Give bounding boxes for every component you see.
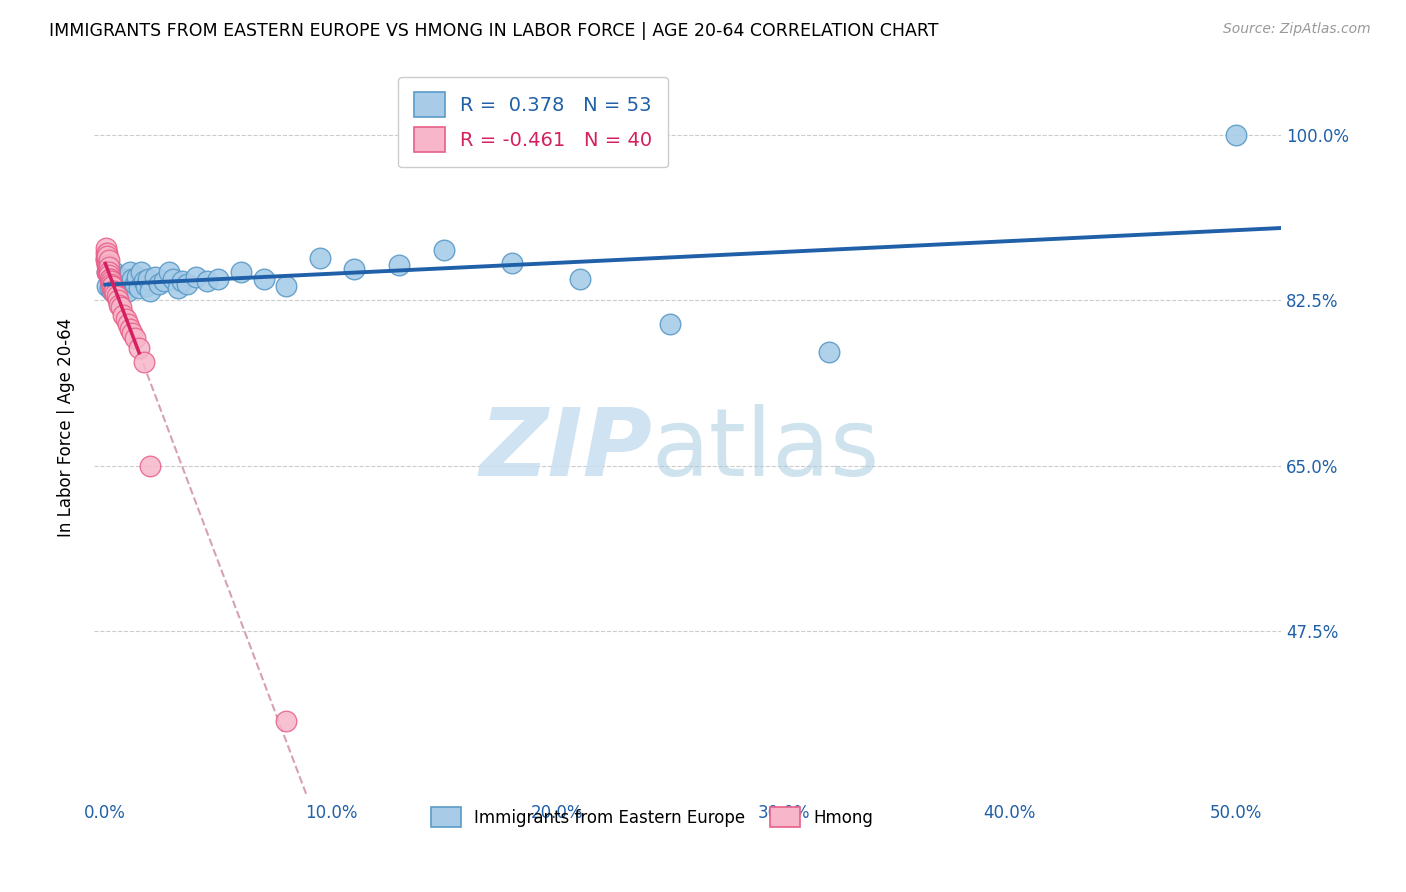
Point: [162, 271, 184, 285]
Point: [124, 331, 146, 345]
Point: [1225, 128, 1247, 142]
Point: [98, 268, 121, 282]
Point: [195, 275, 218, 289]
Y-axis label: In Labor Force | Age 20-64: In Labor Force | Age 20-64: [58, 318, 75, 537]
Point: [110, 275, 132, 289]
Point: [100, 275, 122, 289]
Point: [114, 281, 136, 295]
Point: [274, 714, 297, 728]
Point: [94, 242, 117, 256]
Point: [96, 265, 118, 279]
Point: [103, 284, 125, 298]
Legend: Immigrants from Eastern Europe, Hmong: Immigrants from Eastern Europe, Hmong: [422, 798, 882, 836]
Point: [112, 271, 135, 285]
Point: [107, 269, 129, 284]
Point: [98, 271, 121, 285]
Point: [157, 265, 180, 279]
Point: [96, 246, 118, 260]
Point: [96, 259, 118, 273]
Point: [817, 345, 839, 359]
Point: [96, 252, 118, 267]
Point: [114, 312, 136, 326]
Point: [96, 265, 118, 279]
Point: [121, 326, 143, 341]
Point: [135, 279, 157, 293]
Point: [120, 265, 142, 279]
Point: [98, 281, 121, 295]
Point: [128, 281, 150, 295]
Point: [101, 268, 124, 282]
Point: [104, 286, 127, 301]
Point: [110, 300, 132, 314]
Point: [100, 279, 122, 293]
Point: [153, 275, 176, 289]
Point: [143, 269, 166, 284]
Point: [94, 251, 117, 265]
Point: [96, 249, 118, 263]
Point: [274, 279, 297, 293]
Point: [105, 284, 128, 298]
Point: [148, 277, 170, 292]
Point: [98, 265, 121, 279]
Point: [97, 260, 120, 275]
Point: [120, 321, 142, 335]
Point: [97, 262, 120, 277]
Point: [388, 259, 411, 273]
Point: [94, 246, 117, 260]
Point: [105, 271, 128, 285]
Point: [97, 259, 120, 273]
Point: [659, 317, 682, 331]
Point: [124, 277, 146, 292]
Point: [101, 271, 124, 285]
Point: [98, 269, 121, 284]
Point: [501, 255, 523, 269]
Point: [103, 277, 125, 292]
Point: [101, 284, 124, 298]
Text: atlas: atlas: [652, 404, 880, 496]
Point: [166, 281, 188, 295]
Point: [128, 341, 150, 355]
Point: [112, 308, 135, 322]
Point: [107, 293, 129, 308]
Point: [252, 271, 274, 285]
Point: [176, 277, 198, 292]
Point: [110, 284, 132, 298]
Point: [172, 275, 194, 289]
Point: [132, 355, 155, 369]
Point: [96, 251, 118, 265]
Point: [433, 244, 456, 258]
Point: [184, 269, 207, 284]
Text: IMMIGRANTS FROM EASTERN EUROPE VS HMONG IN LABOR FORCE | AGE 20-64 CORRELATION C: IMMIGRANTS FROM EASTERN EUROPE VS HMONG …: [49, 22, 939, 40]
Point: [132, 275, 155, 289]
Point: [96, 255, 118, 269]
Point: [101, 284, 124, 298]
Point: [139, 458, 162, 473]
Point: [107, 298, 129, 312]
Point: [98, 271, 121, 285]
Point: [103, 279, 125, 293]
Text: Source: ZipAtlas.com: Source: ZipAtlas.com: [1223, 22, 1371, 37]
Point: [229, 265, 252, 279]
Point: [114, 275, 136, 289]
Point: [117, 317, 139, 331]
Point: [121, 271, 143, 285]
Point: [105, 288, 128, 302]
Point: [131, 265, 153, 279]
Point: [309, 251, 332, 265]
Point: [207, 271, 229, 285]
Point: [101, 279, 124, 293]
Point: [107, 281, 129, 295]
Point: [117, 284, 139, 298]
Point: [343, 262, 366, 277]
Point: [97, 252, 120, 267]
Point: [96, 279, 118, 293]
Point: [103, 265, 125, 279]
Point: [569, 271, 592, 285]
Point: [139, 284, 162, 298]
Point: [125, 269, 148, 284]
Text: ZIP: ZIP: [479, 404, 652, 496]
Point: [97, 265, 120, 279]
Point: [100, 277, 122, 292]
Point: [136, 271, 159, 285]
